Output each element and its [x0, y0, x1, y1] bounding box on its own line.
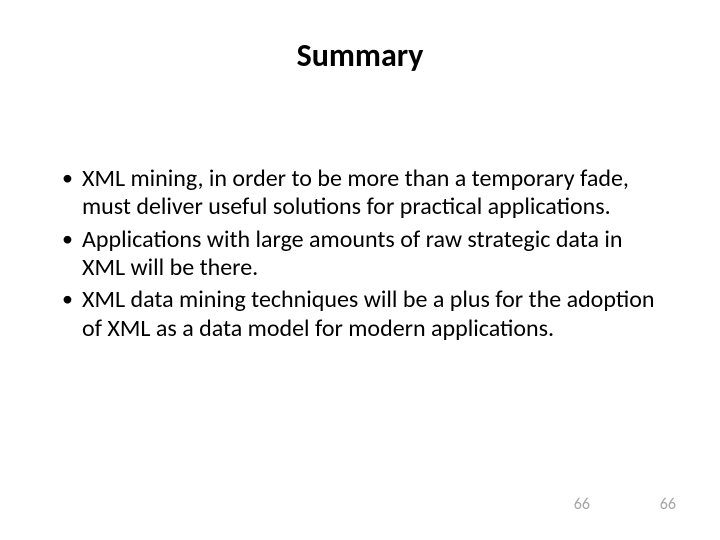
- bullet-item: XML data mining techniques will be a plu…: [60, 286, 660, 343]
- slide-title: Summary: [60, 36, 660, 75]
- page-number-left: 66: [574, 495, 590, 514]
- bullet-list: XML mining, in order to be more than a t…: [60, 165, 660, 343]
- bullet-item: XML mining, in order to be more than a t…: [60, 165, 660, 222]
- page-number-right: 66: [660, 495, 676, 514]
- slide: Summary XML mining, in order to be more …: [0, 0, 720, 540]
- bullet-item: Applications with large amounts of raw s…: [60, 226, 660, 283]
